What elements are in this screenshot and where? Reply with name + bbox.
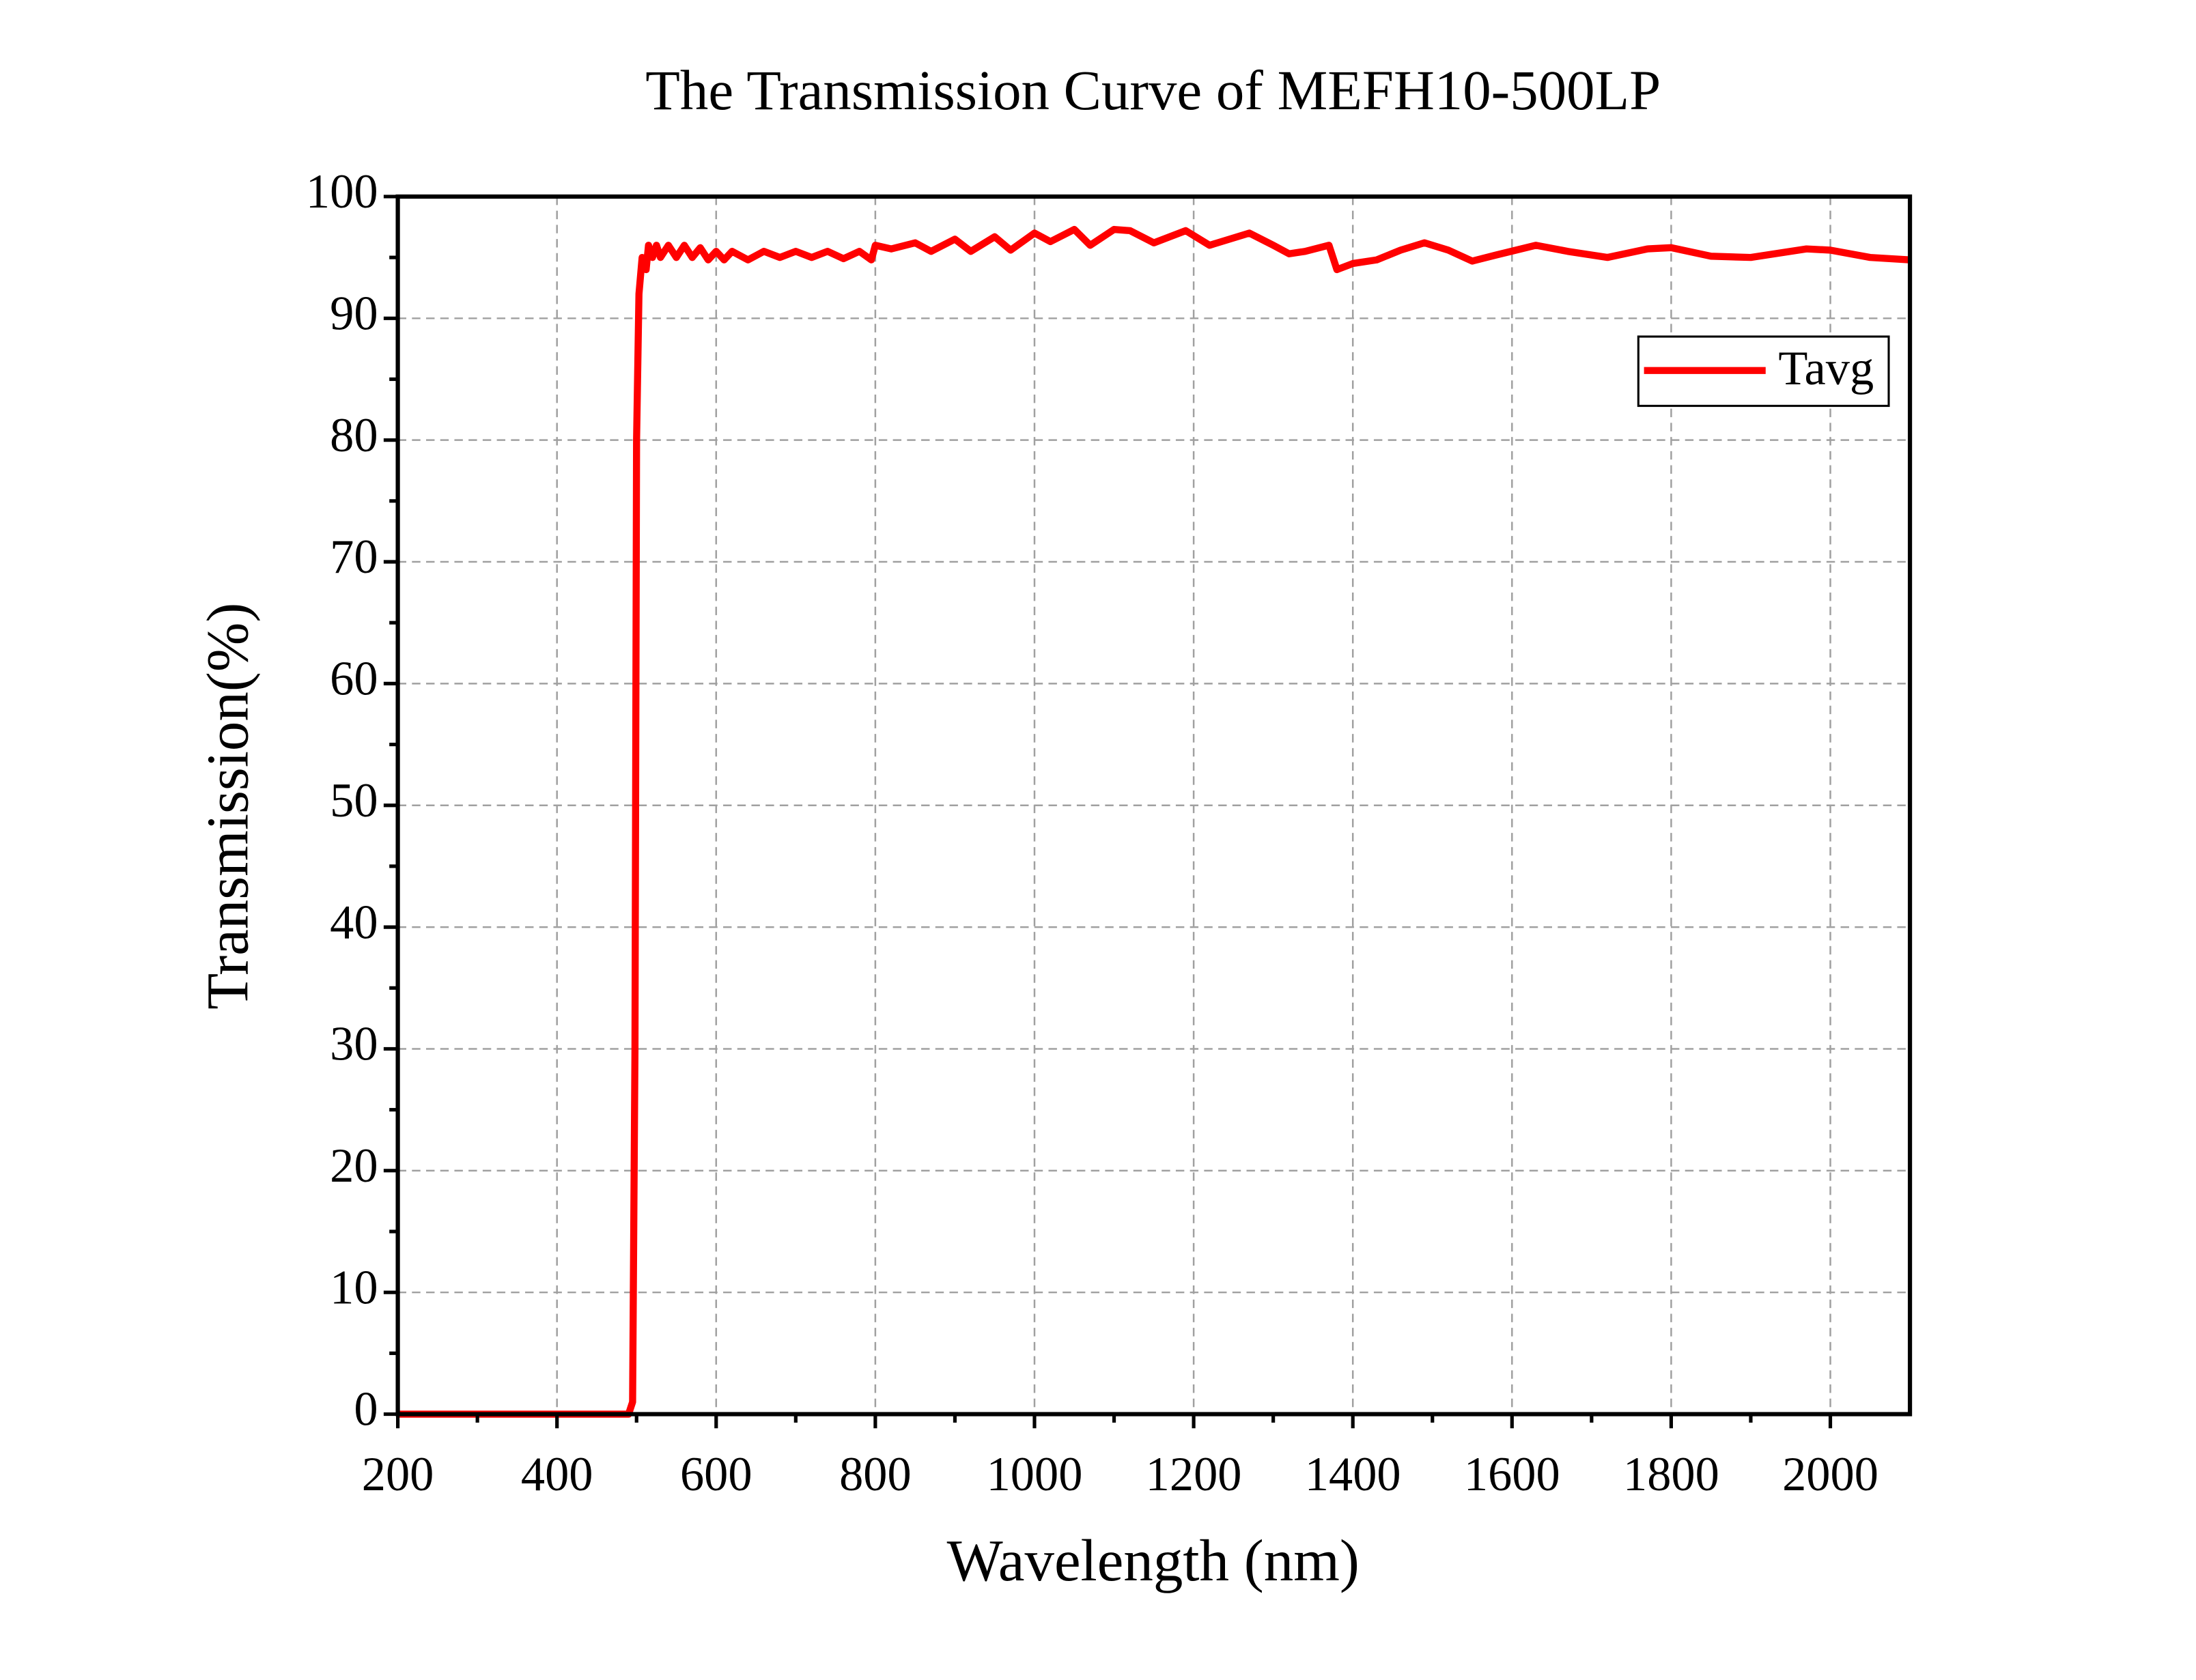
x-tick-label: 400 [521,1448,593,1501]
legend: Tavg [1637,335,1890,408]
grid [397,196,1911,1414]
y-tick-label: 70 [330,530,378,584]
x-tick-label: 1200 [1146,1448,1242,1501]
x-tick-label: 200 [362,1448,434,1501]
x-tick-label: 1600 [1464,1448,1560,1501]
y-tick-label: 50 [330,774,378,827]
y-tick-label: 80 [330,409,378,462]
x-tick-label: 1800 [1623,1448,1719,1501]
y-tick-label: 10 [330,1261,378,1314]
y-tick-label: 0 [354,1383,378,1436]
y-tick-label: 100 [306,165,378,218]
axes: 0 10 20 30 40 50 60 70 80 90 100 200 400 600 800 1000 12… [306,165,1878,1501]
y-axis-label: Transmission(%) [194,603,260,1010]
y-tick-label: 90 [330,287,378,340]
x-tick-label: 600 [680,1448,752,1501]
x-tick-label: 1000 [987,1448,1083,1501]
x-axis-label: Wavelength (nm) [947,1527,1360,1593]
chart-title: The Transmission Curve of MEFH10-500LP [645,59,1661,122]
y-tick-label: 40 [330,896,378,949]
y-tick-label: 60 [330,653,378,706]
x-tick-label: 1400 [1305,1448,1401,1501]
y-tick-label: 20 [330,1139,378,1193]
plot-data [397,225,1911,1418]
x-tick-label: 2000 [1782,1448,1878,1501]
y-tick-label: 30 [330,1018,378,1071]
legend-label: Tavg [1778,342,1874,395]
data-line [397,225,1911,1418]
x-tick-label: 800 [839,1448,912,1501]
